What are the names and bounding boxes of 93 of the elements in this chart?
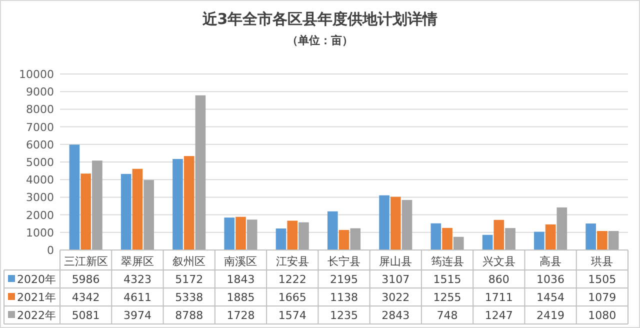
x-tick-label: 三江新区 <box>64 255 108 268</box>
bar <box>402 200 412 250</box>
bar <box>184 156 194 250</box>
bar <box>586 224 596 250</box>
bar <box>545 224 556 250</box>
bar <box>494 220 504 250</box>
data-label: 5172 <box>175 273 204 286</box>
data-label: 3107 <box>382 273 410 286</box>
data-label: 1080 <box>588 309 616 322</box>
data-label: 3974 <box>123 309 152 322</box>
legend-label: 2022年 <box>17 309 56 322</box>
bar <box>327 211 338 250</box>
bar <box>276 228 286 250</box>
bar <box>144 180 154 250</box>
bar <box>132 168 143 250</box>
bar <box>172 158 183 250</box>
bar <box>287 220 298 250</box>
data-label: 1079 <box>588 291 616 304</box>
data-label: 2419 <box>536 309 565 322</box>
data-label: 1885 <box>226 291 255 304</box>
data-label: 860 <box>488 273 510 286</box>
bar <box>350 228 361 250</box>
bar <box>120 174 132 250</box>
y-tick-label: 4000 <box>26 174 54 187</box>
bar <box>92 160 102 250</box>
data-label: 1665 <box>278 291 306 304</box>
data-label: 5338 <box>175 291 204 304</box>
bar <box>298 222 309 250</box>
data-label: 5986 <box>72 273 100 286</box>
bar <box>236 216 246 250</box>
bar <box>442 228 452 250</box>
data-label: 1728 <box>226 309 255 322</box>
bar <box>534 232 544 250</box>
bar <box>556 207 568 250</box>
x-tick-label: 叙州区 <box>172 255 206 268</box>
x-tick-label: 南溪区 <box>224 255 258 268</box>
bar <box>195 95 206 250</box>
bar <box>505 228 516 250</box>
data-label: 1711 <box>484 291 513 304</box>
data-label: 1235 <box>330 309 358 322</box>
bar <box>338 230 350 250</box>
chart-title: 近3年全市各区县年度供地计划详情 <box>201 10 438 28</box>
data-label: 4323 <box>123 273 152 286</box>
bar <box>430 223 442 250</box>
data-label: 1574 <box>278 309 306 322</box>
data-label: 1255 <box>433 291 462 304</box>
data-label: 748 <box>436 309 458 322</box>
bar <box>597 231 608 250</box>
x-tick-label: 屏山县 <box>379 255 412 268</box>
data-label: 8788 <box>175 309 204 322</box>
bar <box>224 218 235 250</box>
bar <box>80 174 91 250</box>
y-tick-label: 3000 <box>26 191 54 204</box>
y-tick-label: 0 <box>47 244 54 257</box>
bar <box>69 144 80 250</box>
data-label: 4342 <box>72 291 100 304</box>
bar <box>246 220 258 250</box>
data-label: 2195 <box>330 273 358 286</box>
x-tick-label: 筠连县 <box>430 255 464 268</box>
data-label: 1454 <box>536 291 565 304</box>
bar <box>608 230 619 250</box>
x-tick-label: 江安县 <box>276 255 309 268</box>
y-tick-label: 5000 <box>26 156 54 169</box>
y-tick-label: 1000 <box>26 226 54 240</box>
y-tick-label: 10000 <box>19 68 54 81</box>
data-label: 3022 <box>382 291 410 304</box>
data-label: 1843 <box>226 273 255 286</box>
bar <box>453 236 464 250</box>
x-tick-label: 长宁县 <box>328 255 360 268</box>
data-label: 4611 <box>123 291 152 304</box>
data-label: 1247 <box>484 309 513 322</box>
x-tick-label: 高县 <box>540 255 562 268</box>
y-tick-label: 2000 <box>26 208 54 222</box>
chart-subtitle: （单位：亩） <box>287 34 353 47</box>
bar <box>379 195 390 250</box>
x-tick-label: 兴文县 <box>482 255 516 268</box>
data-label: 1036 <box>536 273 565 286</box>
y-tick-label: 6000 <box>26 138 54 152</box>
bar <box>482 234 493 250</box>
data-label: 1222 <box>278 273 306 286</box>
data-label: 5081 <box>72 309 100 322</box>
y-tick-label: 7000 <box>26 120 54 134</box>
legend-label: 2021年 <box>17 291 56 304</box>
y-tick-label: 8000 <box>26 103 54 116</box>
data-label: 1515 <box>433 273 462 286</box>
data-label: 2843 <box>382 309 410 322</box>
x-tick-label: 翠屏区 <box>120 255 154 268</box>
y-tick-label: 9000 <box>26 86 54 99</box>
bar <box>390 196 401 250</box>
data-label: 1138 <box>330 291 358 304</box>
legend-label: 2020年 <box>17 273 56 286</box>
data-label: 1505 <box>588 273 616 286</box>
x-tick-label: 珙县 <box>591 255 614 268</box>
